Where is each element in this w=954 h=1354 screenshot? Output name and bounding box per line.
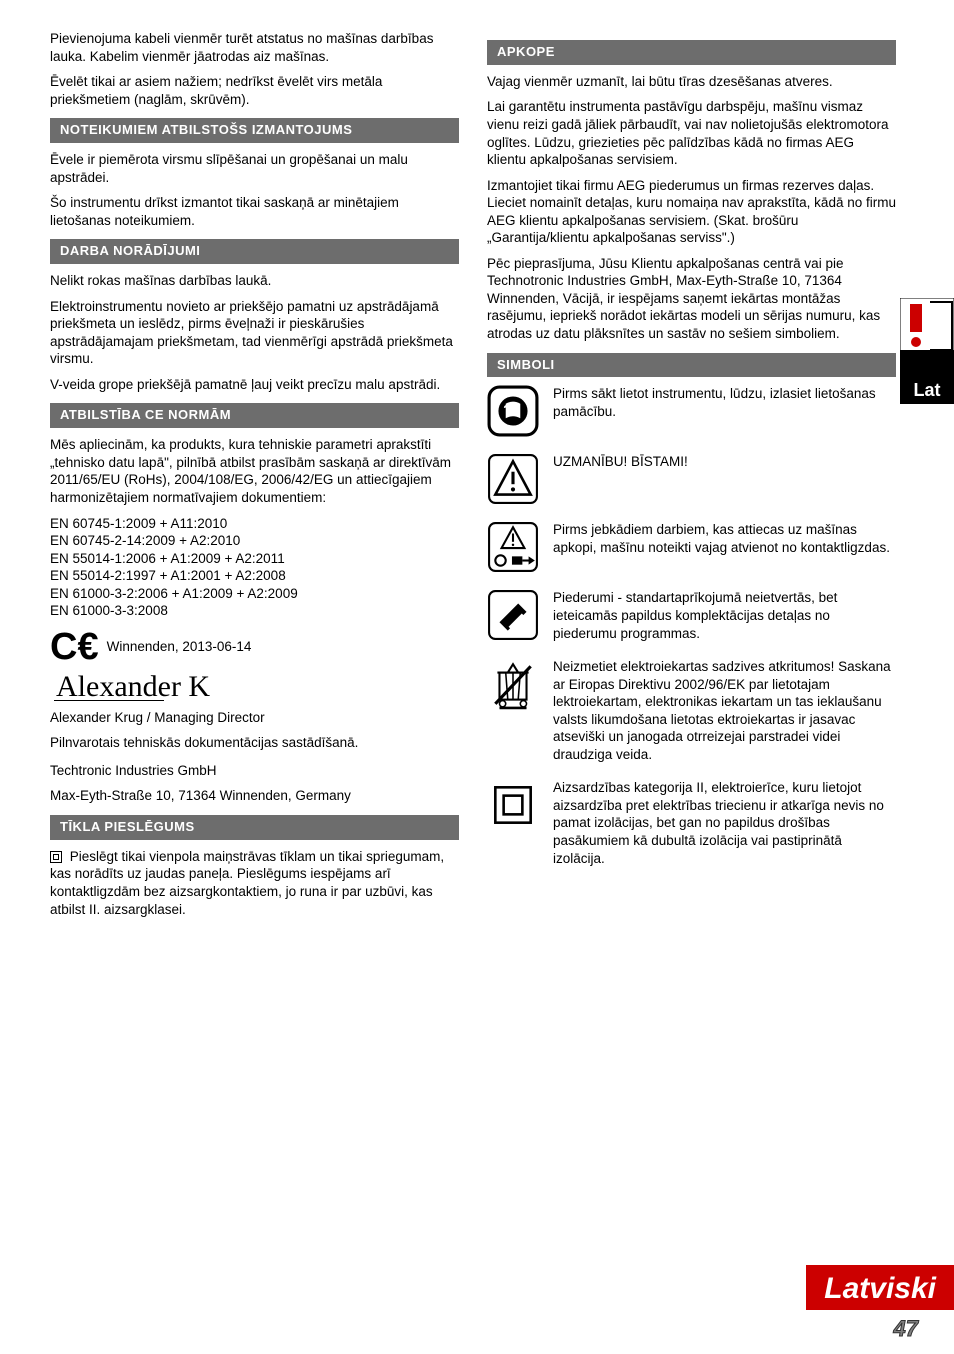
symbol-text: Aizsardzības kategorija II, elektroierīc… (553, 779, 896, 867)
class-ii-icon (50, 851, 62, 863)
symbol-row: Pirms sākt lietot instrumentu, lūdzu, iz… (487, 385, 896, 437)
symbol-row: Aizsardzības kategorija II, elektroierīc… (487, 779, 896, 867)
weee-icon (487, 658, 539, 710)
section-heading: DARBA NORĀDĪJUMI (50, 239, 459, 264)
paragraph: Pieslēgt tikai vienpola maiņstrāvas tīkl… (50, 848, 459, 918)
paragraph: Izmantojiet tikai firmu AEG piederumus u… (487, 177, 896, 247)
paragraph: Vajag vienmēr uzmanīt, lai būtu tīras dz… (487, 73, 896, 91)
paragraph: Pievienojuma kabeli vienmēr turēt atstat… (50, 30, 459, 65)
symbol-text: UZMANĪBU! BĪSTAMI! (553, 453, 896, 471)
company-name: Techtronic Industries GmbH (50, 762, 459, 780)
paragraph: Ēvele ir piemērota virsmu slīpēšanai un … (50, 151, 459, 186)
paragraph-text: Pieslēgt tikai vienpola maiņstrāvas tīkl… (50, 849, 444, 917)
paragraph: Elektroinstrumentu novieto ar priekšējo … (50, 298, 459, 368)
section-heading: ATBILSTĪBA CE NORMĀM (50, 403, 459, 428)
symbol-text: Pirms jebkādiem darbiem, kas attiecas uz… (553, 521, 896, 556)
symbol-text: Pirms sākt lietot instrumentu, lūdzu, iz… (553, 385, 896, 420)
signer-name: Alexander Krug / Managing Director (50, 709, 459, 727)
paragraph: Lai garantētu instrumenta pastāvīgu darb… (487, 98, 896, 168)
accessory-icon (487, 589, 539, 641)
signature: Alexander K (56, 672, 459, 702)
symbol-row: Pirms jebkādiem darbiem, kas attiecas uz… (487, 521, 896, 573)
symbol-row: Piederumi - standartaprīkojumā neietvert… (487, 589, 896, 642)
section-heading: TĪKLA PIESLĒGUMS (50, 815, 459, 840)
unplug-icon (487, 521, 539, 573)
right-column: APKOPE Vajag vienmēr uzmanīt, lai būtu t… (487, 30, 914, 926)
symbol-text: Piederumi - standartaprīkojumā neietvert… (553, 589, 896, 642)
class-ii-icon (487, 779, 539, 831)
ce-mark-icon: C€ (50, 628, 99, 666)
warning-icon (487, 453, 539, 505)
read-manual-icon (487, 385, 539, 437)
section-heading: APKOPE (487, 40, 896, 65)
signer-role: Pilnvarotais tehniskās dokumentācijas sa… (50, 734, 459, 752)
ce-date: Winnenden, 2013-06-14 (107, 638, 252, 656)
language-tab-label: Lat (900, 379, 954, 402)
symbol-row: Neizmetiet elektroiekartas sadzives atkr… (487, 658, 896, 763)
section-heading: SIMBOLI (487, 353, 896, 378)
paragraph: Ēvelēt tikai ar asiem nažiem; nedrīkst ē… (50, 73, 459, 108)
paragraph: Nelikt rokas mašīnas darbības laukā. (50, 272, 459, 290)
paragraph: Pēc pieprasījuma, Jūsu Klientu apkalpoša… (487, 255, 896, 343)
symbol-row: UZMANĪBU! BĪSTAMI! (487, 453, 896, 505)
company-address: Max-Eyth-Straße 10, 71364 Winnenden, Ger… (50, 787, 459, 805)
page-number: 47 (894, 1315, 918, 1344)
section-heading: NOTEIKUMIEM ATBILSTOŠS IZMANTOJUMS (50, 118, 459, 143)
paragraph: V-veida grope priekšējā pamatnē ļauj vei… (50, 376, 459, 394)
paragraph: Šo instrumentu drīkst izmantot tikai sas… (50, 194, 459, 229)
side-tab-icon (900, 298, 954, 352)
paragraph: Mēs apliecinām, ka produkts, kura tehnis… (50, 436, 459, 506)
footer-language: Latviski (806, 1265, 954, 1310)
standards-list: EN 60745-1:2009 + A11:2010 EN 60745-2-14… (50, 515, 459, 620)
symbol-text: Neizmetiet elektroiekartas sadzives atkr… (553, 658, 896, 763)
left-column: Pievienojuma kabeli vienmēr turēt atstat… (50, 30, 459, 926)
language-tab: Lat (900, 350, 954, 404)
ce-mark-block: C€ Winnenden, 2013-06-14 (50, 628, 459, 666)
